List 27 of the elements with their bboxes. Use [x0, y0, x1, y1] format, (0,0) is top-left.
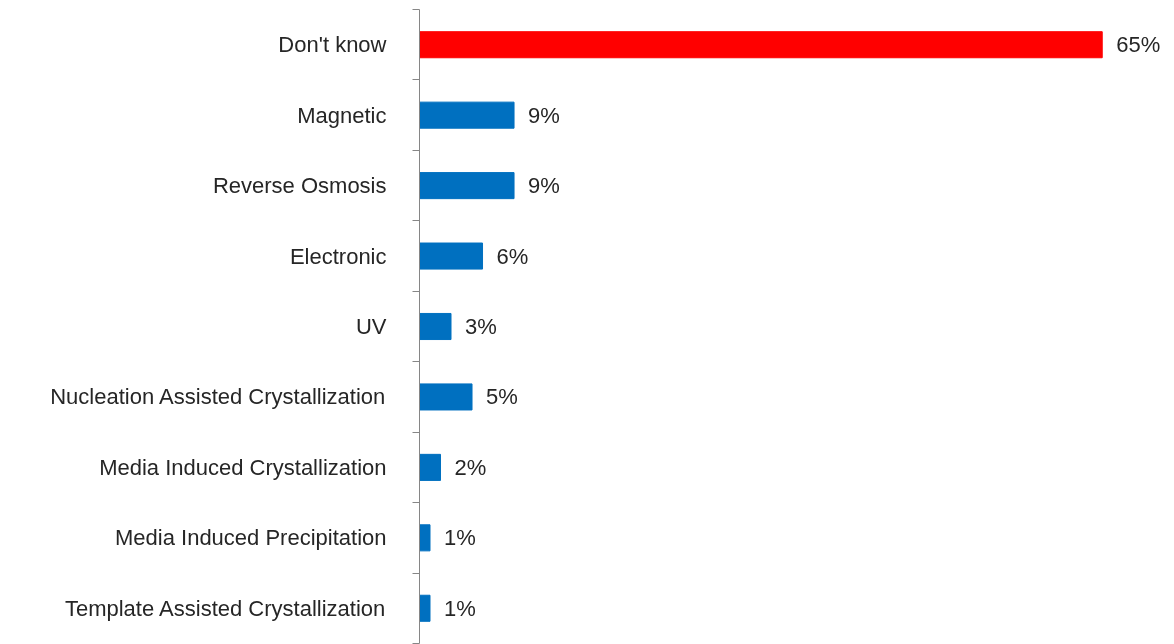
bar	[419, 524, 431, 552]
y-tick-label: Magnetic	[297, 102, 387, 128]
data-label: 3%	[465, 314, 497, 339]
data-label: 2%	[454, 454, 487, 480]
data-label: 9%	[528, 173, 560, 199]
y-tick-label: Template Assisted Crystallization	[64, 595, 386, 621]
bar	[419, 172, 515, 200]
bar	[419, 453, 442, 481]
y-tick-label: Don't know	[278, 32, 387, 58]
y-tick-label: Nucleation Assisted Crystallization	[50, 384, 386, 410]
bar	[419, 594, 431, 622]
data-label: 1%	[444, 525, 476, 551]
y-tick-label: UV	[355, 314, 387, 339]
y-tick-label: Reverse Osmosis	[212, 173, 387, 199]
data-label: 65%	[1116, 32, 1161, 58]
data-label: 9%	[528, 102, 560, 128]
data-label: 1%	[444, 595, 476, 621]
bar	[419, 242, 484, 270]
y-tick-label: Media Induced Crystallization	[99, 454, 387, 480]
data-label: 5%	[486, 384, 518, 410]
bar	[419, 312, 452, 341]
bar	[419, 31, 1103, 59]
bar	[419, 101, 515, 129]
y-tick-label: Media Induced Precipitation	[115, 525, 387, 551]
y-tick-label: Electronic	[289, 243, 387, 269]
data-label: 6%	[496, 243, 529, 269]
bar	[419, 383, 473, 411]
